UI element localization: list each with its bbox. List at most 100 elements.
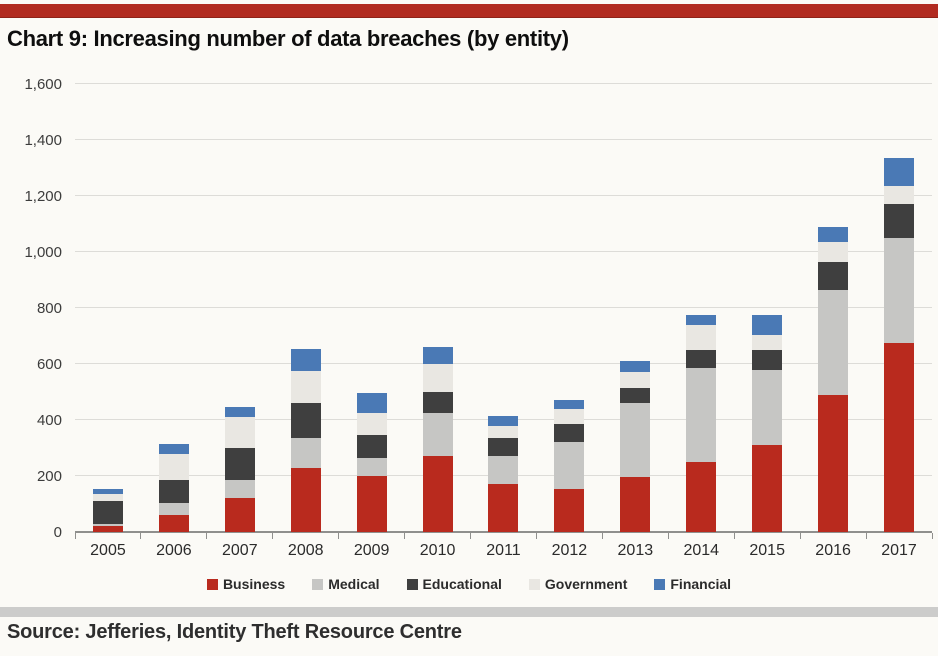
source-text: Source: Jefferies, Identity Theft Resour… [7,621,462,643]
bar-segment-financial-2013 [620,361,651,373]
legend-item-government: Government [528,576,627,592]
bar-segment-government-2009 [356,413,387,436]
bar-segment-financial-2009 [356,393,387,414]
y-tick-label: 200 [36,468,62,485]
stacked-bar-2016 [818,226,849,532]
y-tick-label: 0 [53,524,62,541]
stacked-bar-2006 [158,443,189,532]
bar-segment-financial-2005 [92,488,123,495]
x-tick-label-2017: 2017 [881,542,917,559]
y-axis: 0 200 400 600 800 1,000 1,200 1,400 1,600 [0,76,62,541]
stacked-bar-2013 [620,361,651,532]
legend-swatch-icon [528,578,540,590]
bar-segment-financial-2006 [158,443,189,454]
legend-item-medical: Medical [312,576,380,592]
bar-segment-educational-2016 [818,261,849,290]
x-tick-label-2011: 2011 [486,542,521,559]
stacked-bar-2005 [92,488,123,532]
bar-segment-business-2006 [158,515,189,532]
bar-segment-government-2011 [488,425,519,439]
bar-slot-2010 [405,84,471,532]
bar-segment-government-2017 [884,186,915,205]
bar-segment-government-2015 [752,334,783,351]
bar-segment-business-2015 [752,445,783,532]
y-tick-label: 800 [36,300,62,317]
x-axis-tick [535,533,537,539]
x-axis-labels: 2005 2006 2007 2008 2009 2010 2011 2012 2013 2014… [75,542,932,560]
x-axis-tick [272,533,274,539]
bar-segment-medical-2014 [686,368,717,462]
x-tick-label-2015: 2015 [749,542,785,559]
stacked-bar-2009 [356,393,387,532]
gridline [75,83,932,84]
stacked-bar-2011 [488,415,519,532]
x-tick-label-2010: 2010 [419,542,456,559]
bar-segment-government-2016 [818,242,849,262]
x-axis-tick [206,533,208,539]
x-tick-label-2013: 2013 [617,542,654,559]
legend-swatch-icon [654,578,666,590]
x-axis-tick [338,533,340,539]
bar-segment-business-2007 [224,498,255,532]
x-axis-tick [865,533,867,539]
bar-segment-business-2014 [686,462,717,532]
x-axis-tick [74,533,76,539]
bar-segment-medical-2009 [356,457,387,476]
bar-segment-educational-2015 [752,350,783,370]
bar-segment-medical-2006 [158,502,189,516]
bar-segment-government-2014 [686,324,717,351]
bar-segment-medical-2012 [554,442,585,489]
bar-segment-medical-2007 [224,480,255,499]
bar-segment-educational-2014 [686,350,717,369]
x-axis-tick [733,533,735,539]
bar-slot-2008 [273,84,339,532]
stacked-bar-2012 [554,400,585,532]
plot-area [74,83,933,539]
bar-segment-medical-2013 [620,403,651,478]
legend-label: Financial [670,576,732,592]
legend-swatch-icon [406,578,418,590]
bar-segment-financial-2011 [488,415,519,426]
chart-title: Chart 9: Increasing number of data breac… [7,26,569,51]
legend-item-educational: Educational [406,576,502,592]
top-accent-bar [0,4,938,18]
bar-segment-medical-2017 [884,238,915,343]
bar-segment-educational-2011 [488,438,519,457]
bar-segment-business-2008 [290,467,321,532]
bar-segment-business-2012 [554,488,585,532]
bar-segment-government-2012 [554,408,585,425]
bar-slot-2013 [602,84,668,532]
bar-segment-educational-2009 [356,435,387,458]
bar-segment-medical-2010 [422,413,453,457]
stacked-bar-2015 [752,315,783,532]
bar-segment-educational-2006 [158,480,189,503]
x-tick-label-2007: 2007 [222,542,258,559]
stacked-bar-2014 [686,315,717,532]
bar-slot-2014 [668,84,734,532]
bar-segment-financial-2008 [290,348,321,372]
bars-container [75,84,932,532]
bar-segment-business-2010 [422,456,453,532]
y-tick-label: 1,200 [24,188,62,205]
bar-segment-educational-2012 [554,424,585,443]
bar-segment-government-2006 [158,453,189,481]
bar-segment-educational-2010 [422,392,453,414]
x-axis-tick [404,533,406,539]
stacked-bar-2017 [884,158,915,532]
legend-label: Medical [328,576,380,592]
bar-segment-financial-2015 [752,315,783,335]
x-tick-label-2006: 2006 [156,542,192,559]
bar-segment-educational-2017 [884,204,915,238]
legend-label: Educational [422,576,502,592]
y-tick-label: 1,000 [24,244,62,261]
legend-item-business: Business [206,576,285,592]
bar-segment-government-2005 [92,494,123,502]
bar-segment-financial-2010 [422,347,453,365]
x-axis-line [75,531,932,533]
bar-segment-financial-2012 [554,400,585,409]
bar-slot-2017 [866,84,932,532]
bar-segment-financial-2007 [224,407,255,418]
stacked-bar-2008 [290,348,321,532]
bar-segment-educational-2005 [92,501,123,524]
legend-swatch-icon [312,578,324,590]
